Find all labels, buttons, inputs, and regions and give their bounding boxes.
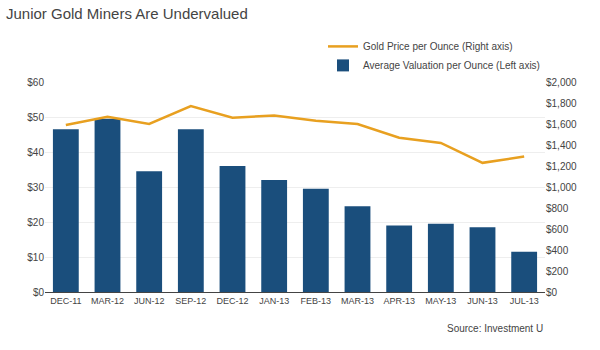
svg-text:APR-13: APR-13: [383, 296, 415, 306]
svg-text:$400: $400: [546, 245, 569, 256]
svg-text:$30: $30: [27, 182, 44, 193]
svg-text:MAR-13: MAR-13: [341, 296, 374, 306]
svg-text:JUL-13: JUL-13: [510, 296, 539, 306]
svg-text:FEB-13: FEB-13: [301, 296, 332, 306]
svg-text:$200: $200: [546, 266, 569, 277]
svg-text:$0: $0: [546, 287, 558, 298]
svg-text:Gold Price per Ounce (Right ax: Gold Price per Ounce (Right axis): [363, 41, 513, 52]
svg-text:Average Valuation per Ounce (L: Average Valuation per Ounce (Left axis): [363, 60, 540, 71]
svg-text:$1,800: $1,800: [546, 98, 577, 109]
svg-text:$2,000: $2,000: [546, 77, 577, 88]
svg-text:JUN-13: JUN-13: [467, 296, 498, 306]
svg-text:Source: Investment U: Source: Investment U: [447, 323, 543, 334]
svg-text:MAY-13: MAY-13: [425, 296, 456, 306]
svg-text:$800: $800: [546, 203, 569, 214]
svg-text:$600: $600: [546, 224, 569, 235]
svg-text:$50: $50: [27, 112, 44, 123]
svg-text:DEC-12: DEC-12: [216, 296, 248, 306]
svg-text:Junior Gold Miners Are Underva: Junior Gold Miners Are Undervalued: [6, 5, 248, 22]
svg-text:$20: $20: [27, 217, 44, 228]
svg-text:$1,400: $1,400: [546, 140, 577, 151]
svg-text:SEP-12: SEP-12: [175, 296, 206, 306]
svg-text:$60: $60: [27, 77, 44, 88]
svg-text:JAN-13: JAN-13: [259, 296, 289, 306]
svg-text:$1,200: $1,200: [546, 161, 577, 172]
svg-text:$1,600: $1,600: [546, 119, 577, 130]
svg-text:$0: $0: [33, 287, 45, 298]
svg-text:JUN-12: JUN-12: [134, 296, 165, 306]
svg-text:MAR-12: MAR-12: [91, 296, 124, 306]
svg-text:$1,000: $1,000: [546, 182, 577, 193]
svg-text:DEC-11: DEC-11: [50, 296, 81, 306]
svg-text:$40: $40: [27, 147, 44, 158]
svg-text:$10: $10: [27, 252, 44, 263]
